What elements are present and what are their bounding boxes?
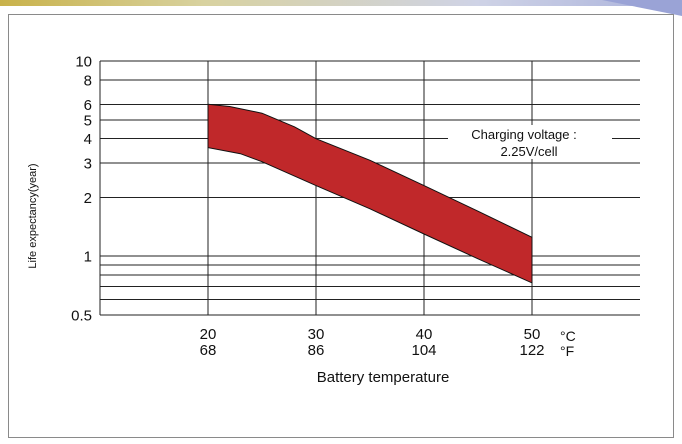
chart-panel — [8, 14, 674, 438]
x-tick-label-fahrenheit: 104 — [411, 342, 436, 359]
life-expectancy-band — [207, 103, 533, 284]
y-axis-title: Life expectancy(year) — [27, 163, 39, 268]
y-tick-label: 1 — [84, 249, 92, 266]
x-axis-title: Battery temperature — [317, 369, 450, 386]
y-tick-label: 3 — [84, 156, 92, 173]
y-tick-label: 4 — [84, 131, 92, 148]
window-top-strip — [0, 0, 682, 6]
x-tick-label-celsius: 50 — [524, 326, 541, 343]
x-tick-label-celsius: 30 — [308, 326, 325, 343]
unit-celsius-label: °C — [560, 328, 576, 344]
y-tick-label: 8 — [84, 72, 92, 89]
y-tick-label: 5 — [84, 112, 92, 129]
annotation: Charging voltage : 2.25V/cell — [448, 125, 612, 159]
y-tick-label: 6 — [84, 97, 92, 114]
x-tick-label-fahrenheit: 86 — [308, 342, 325, 359]
y-tick-label: 0.5 — [71, 308, 92, 325]
annotation-background — [448, 125, 612, 159]
x-tick-label-fahrenheit: 122 — [519, 342, 544, 359]
unit-fahrenheit-label: °F — [560, 343, 574, 359]
y-tick-label: 10 — [75, 54, 92, 71]
corner-decoration — [602, 0, 682, 16]
y-tick-label: 2 — [84, 190, 92, 207]
x-tick-label-celsius: 20 — [200, 326, 217, 343]
y-tick-labels: 108 65 4 3 2 1 0.5 — [71, 54, 92, 325]
x-tick-label-celsius: 40 — [416, 326, 433, 343]
x-tick-label-fahrenheit: 68 — [200, 342, 217, 359]
annotation-line-1: Charging voltage : — [471, 127, 577, 142]
annotation-line-2: 2.25V/cell — [500, 144, 557, 159]
